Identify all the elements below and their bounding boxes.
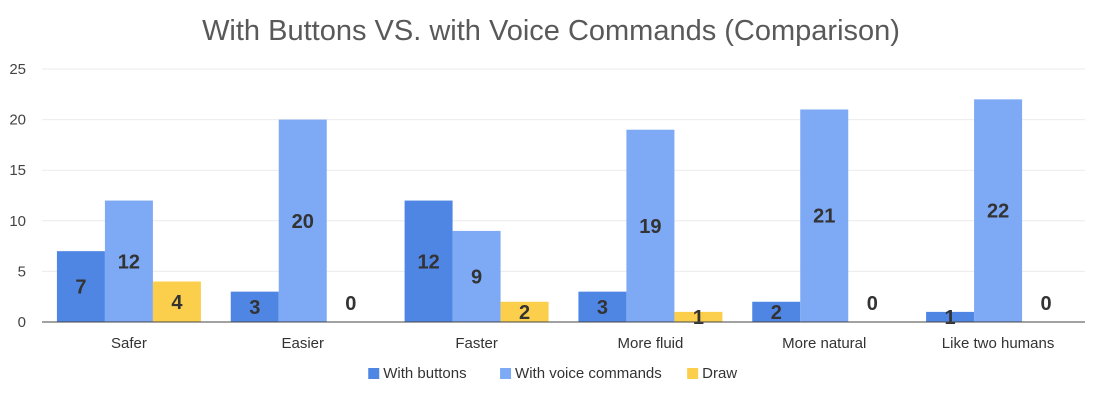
data-label: 12 bbox=[118, 251, 140, 273]
data-label: 19 bbox=[639, 216, 661, 238]
data-label: 22 bbox=[987, 201, 1009, 223]
data-label: 3 bbox=[249, 297, 260, 319]
gridlines bbox=[42, 68, 1085, 272]
category-label: More fluid bbox=[617, 335, 683, 352]
bar bbox=[800, 109, 849, 322]
legend: With buttons With voice commands Draw bbox=[368, 365, 737, 382]
legend-swatch bbox=[368, 368, 380, 379]
data-label: 2 bbox=[519, 302, 530, 324]
legend-swatch bbox=[687, 368, 699, 379]
data-label: 1 bbox=[945, 307, 956, 329]
data-label: 7 bbox=[75, 277, 86, 299]
y-tick-label: 5 bbox=[18, 263, 26, 280]
legend-swatch bbox=[500, 368, 512, 379]
bar bbox=[926, 311, 975, 322]
legend-label: With buttons bbox=[383, 365, 466, 382]
bars bbox=[56, 99, 1023, 322]
data-label: 3 bbox=[597, 297, 608, 319]
bar bbox=[752, 301, 801, 322]
y-tick-label: 25 bbox=[9, 61, 26, 78]
category-label: Like two humans bbox=[942, 335, 1055, 352]
bar bbox=[278, 119, 327, 322]
bar bbox=[56, 251, 105, 322]
y-tick-label: 15 bbox=[9, 162, 26, 179]
data-label: 0 bbox=[867, 293, 878, 315]
category-label: Safer bbox=[111, 335, 147, 352]
bar bbox=[500, 301, 549, 322]
data-label: 9 bbox=[471, 266, 482, 288]
data-label: 0 bbox=[345, 293, 356, 315]
bar bbox=[404, 200, 453, 322]
data-label: 20 bbox=[292, 211, 314, 233]
category-label: Easier bbox=[281, 335, 324, 352]
bar bbox=[104, 200, 153, 322]
bar bbox=[626, 129, 675, 322]
bar bbox=[230, 291, 279, 322]
category-label: Faster bbox=[455, 335, 498, 352]
x-axis: Safer Easier Faster More fluid More natural L… bbox=[42, 321, 1085, 352]
bar bbox=[974, 99, 1023, 322]
y-tick-label: 0 bbox=[18, 314, 26, 331]
y-tick-label: 20 bbox=[9, 112, 26, 129]
data-label: 12 bbox=[417, 251, 439, 273]
data-label: 4 bbox=[171, 292, 183, 314]
data-label: 0 bbox=[1041, 293, 1052, 315]
legend-label: With voice commands bbox=[515, 365, 662, 382]
bar bbox=[152, 281, 201, 322]
data-label: 21 bbox=[813, 206, 835, 228]
bar bbox=[452, 230, 501, 322]
bar bbox=[674, 311, 723, 322]
chart-title: With Buttons VS. with Voice Commands (Co… bbox=[202, 15, 900, 47]
legend-label: Draw bbox=[702, 365, 737, 382]
data-label: 1 bbox=[693, 307, 704, 329]
category-label: More natural bbox=[782, 335, 866, 352]
data-label: 2 bbox=[771, 302, 782, 324]
bar bbox=[578, 291, 627, 322]
y-axis: 0 5 10 15 20 25 bbox=[9, 61, 26, 331]
y-tick-label: 10 bbox=[9, 213, 26, 230]
